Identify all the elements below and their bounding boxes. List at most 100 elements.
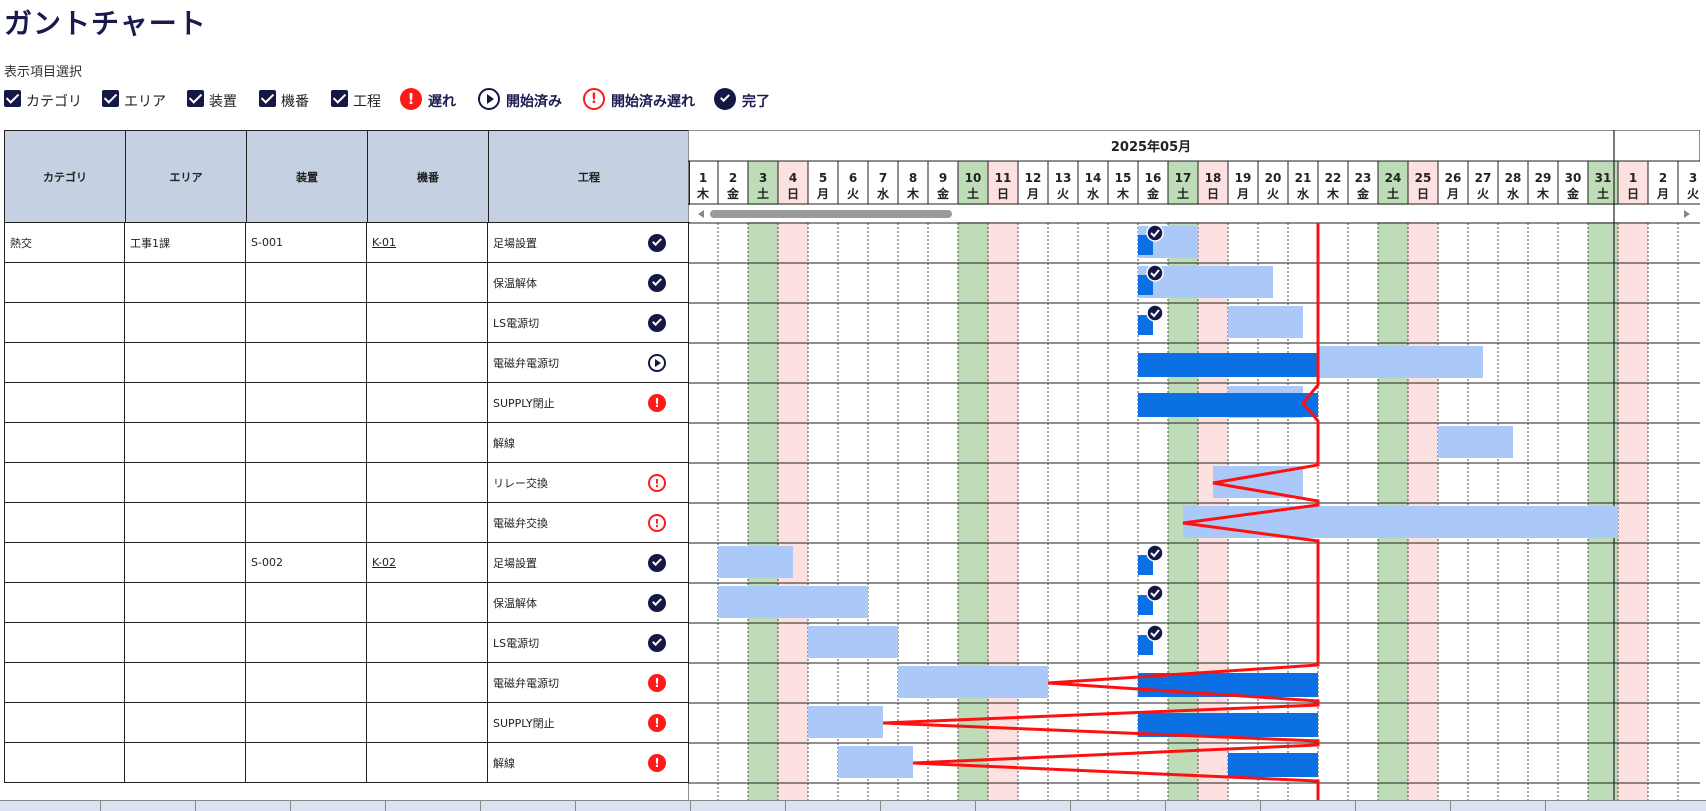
cell-text: S-002	[251, 556, 283, 569]
day-number: 17	[1175, 171, 1192, 185]
day-number: 23	[1355, 171, 1372, 185]
gantt-chart[interactable]: 2025年05月1木2金3土4日5月6火7水8木9金10土11日12月13火14…	[688, 130, 1700, 800]
cell-category	[4, 623, 125, 663]
cell-device	[246, 423, 367, 463]
delayed-icon	[648, 394, 666, 412]
checkbox-machine-label: 機番	[281, 94, 309, 110]
day-number: 24	[1385, 171, 1402, 185]
day-number: 25	[1415, 171, 1432, 185]
day-number: 16	[1145, 171, 1162, 185]
cell-text: SUPPLY閉止	[493, 396, 555, 410]
day-number: 2	[729, 171, 737, 185]
checkbox-device[interactable]	[187, 90, 204, 107]
complete-icon	[648, 274, 666, 292]
checkbox-area[interactable]	[102, 90, 119, 107]
cell-process: 電磁弁電源切	[488, 663, 689, 703]
day-number: 29	[1535, 171, 1552, 185]
checkbox-process-label: 工程	[353, 94, 381, 110]
cell-process: LS電源切	[488, 623, 689, 663]
actual-bar	[1228, 753, 1318, 777]
day-weekday: 金	[1356, 186, 1370, 201]
cell-category	[4, 383, 125, 423]
day-number: 30	[1565, 171, 1582, 185]
cell-category	[4, 703, 125, 743]
plan-bar	[1228, 306, 1303, 338]
cell-machine[interactable]: K-02	[367, 543, 488, 583]
legend-delayed-label: 遅れ	[428, 94, 456, 110]
column-header-process: 工程	[488, 130, 690, 223]
check-mark-icon	[1150, 309, 1160, 318]
day-weekday: 日	[1627, 187, 1639, 201]
machine-link[interactable]: K-02	[372, 556, 397, 569]
column-header-category: カテゴリ	[4, 130, 126, 223]
cell-category	[4, 543, 125, 583]
complete-icon	[1146, 584, 1164, 602]
weekend-column	[988, 161, 1018, 800]
checkbox-process[interactable]	[331, 90, 348, 107]
checkbox-category[interactable]	[4, 90, 21, 107]
plan-bar	[838, 746, 913, 778]
cell-text: S-001	[251, 236, 283, 249]
plan-bar	[808, 626, 898, 658]
day-number: 7	[879, 171, 887, 185]
machine-link[interactable]: K-01	[372, 236, 397, 249]
delayed-icon	[648, 714, 666, 732]
weekend-column	[1378, 161, 1408, 800]
cell-machine	[367, 503, 488, 543]
plan-bar	[898, 666, 1048, 698]
checkbox-area-label: エリア	[124, 94, 166, 110]
delayed-icon	[648, 754, 666, 772]
legend-complete-label: 完了	[742, 94, 770, 110]
column-header-device: 装置	[246, 130, 368, 223]
gantt-scroll-thumb[interactable]	[710, 210, 952, 218]
day-weekday: 月	[1656, 187, 1669, 201]
day-weekday: 木	[696, 186, 710, 201]
cell-machine	[367, 303, 488, 343]
cell-category	[4, 263, 125, 303]
day-weekday: 水	[877, 186, 890, 201]
horizontal-scrollbar-footer[interactable]	[0, 800, 1706, 811]
cell-machine[interactable]: K-01	[367, 223, 488, 263]
complete-icon	[648, 634, 666, 652]
day-number: 18	[1205, 171, 1222, 185]
cell-text: 電磁弁交換	[493, 516, 548, 530]
cell-device	[246, 503, 367, 543]
cell-area	[125, 383, 246, 423]
cell-category	[4, 303, 125, 343]
cell-area	[125, 263, 246, 303]
complete-icon	[714, 88, 736, 110]
weekend-column	[748, 161, 778, 800]
cell-text: 足場設置	[493, 236, 537, 250]
actual-bar	[1138, 713, 1318, 737]
cell-device	[246, 583, 367, 623]
complete-icon	[1146, 544, 1164, 562]
day-number: 26	[1445, 171, 1462, 185]
actual-bar	[1138, 393, 1318, 417]
cell-area	[125, 423, 246, 463]
day-weekday: 土	[1387, 186, 1399, 201]
next-month-header	[1613, 130, 1700, 162]
cell-process: 保温解体	[488, 583, 689, 623]
cell-process: 解線	[488, 423, 689, 463]
day-number: 13	[1055, 171, 1072, 185]
cell-process: 保温解体	[488, 263, 689, 303]
checkbox-machine[interactable]	[259, 90, 276, 107]
cell-machine	[367, 423, 488, 463]
column-header-machine: 機番	[367, 130, 489, 223]
cell-text: LS電源切	[493, 636, 540, 650]
day-number: 8	[909, 171, 917, 185]
display-selector-label: 表示項目選択	[4, 65, 83, 80]
check-mark-icon	[1150, 589, 1160, 598]
day-weekday: 土	[757, 186, 769, 201]
complete-icon	[648, 554, 666, 572]
cell-category	[4, 343, 125, 383]
day-weekday: 木	[1326, 186, 1340, 201]
started-late-icon	[648, 514, 666, 532]
cell-device	[246, 383, 367, 423]
day-weekday: 金	[1146, 186, 1160, 201]
cell-category: 熱交	[4, 223, 125, 263]
delayed-icon	[648, 674, 666, 692]
actual-bar	[1138, 673, 1318, 697]
cell-process: 電磁弁交換	[488, 503, 689, 543]
cell-category	[4, 423, 125, 463]
